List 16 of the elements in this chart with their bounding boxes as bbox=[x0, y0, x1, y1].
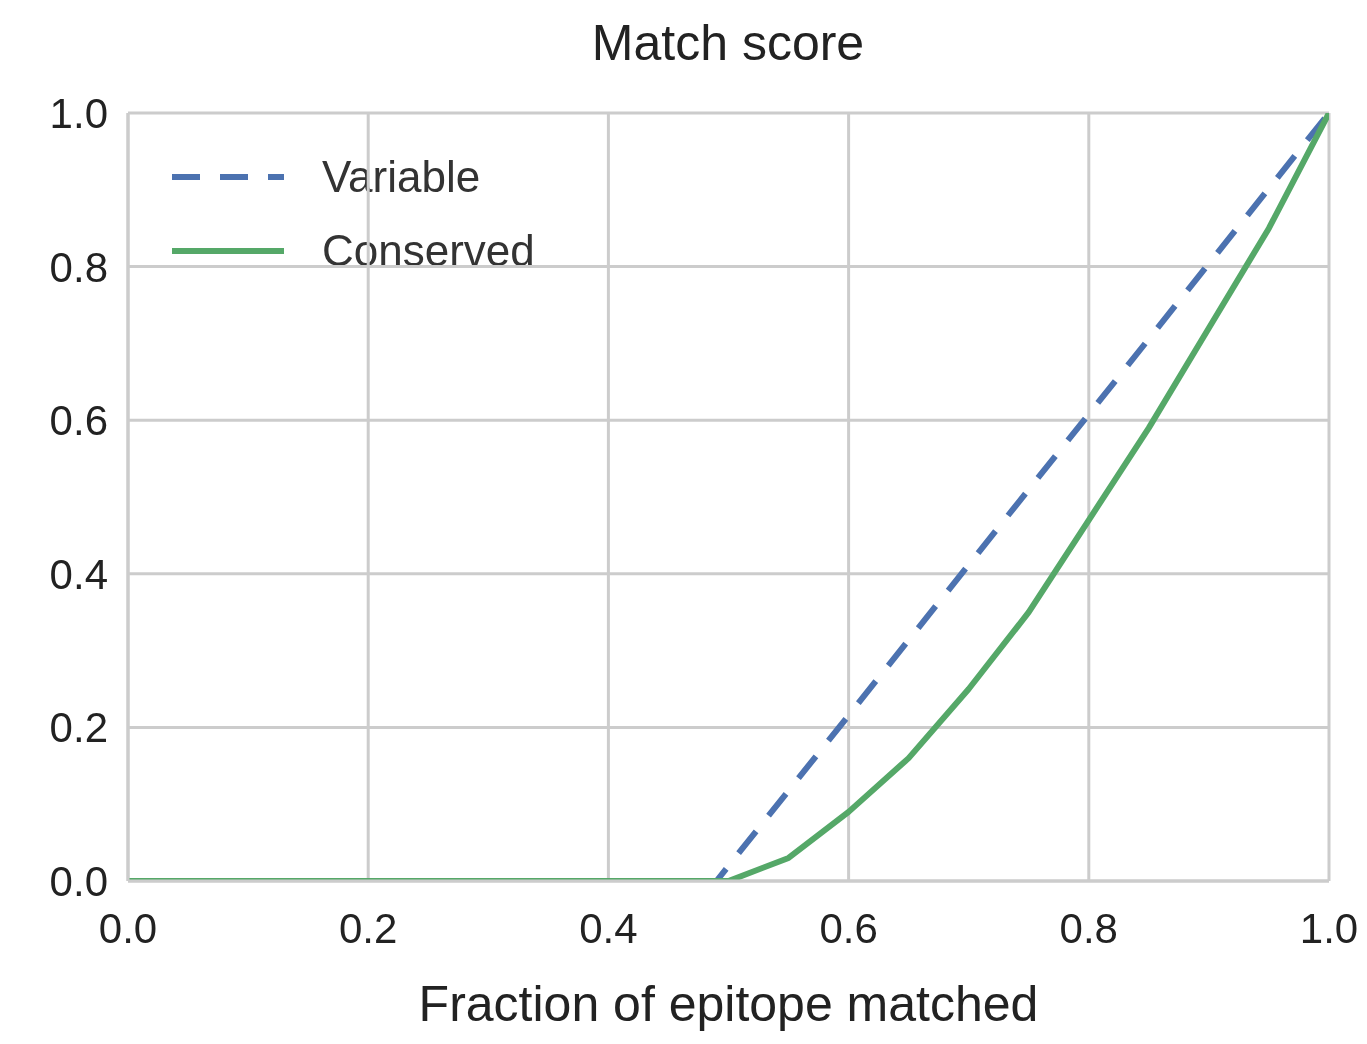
y-tick-label: 0.6 bbox=[49, 397, 108, 445]
chart-title: Match score bbox=[590, 14, 866, 73]
x-tick-label: 0.0 bbox=[98, 904, 158, 952]
y-tick-label: 0.0 bbox=[49, 857, 108, 905]
x-tick-label: 0.4 bbox=[579, 904, 638, 952]
x-tick-label: 0.6 bbox=[819, 904, 878, 952]
y-tick-label: 1.0 bbox=[49, 89, 108, 137]
legend-label: Variable bbox=[322, 152, 481, 202]
y-tick-label: 0.8 bbox=[49, 243, 108, 291]
legend-label: Conserved bbox=[322, 226, 535, 276]
y-tick-label: 0.2 bbox=[49, 704, 108, 752]
x-axis-title: Fraction of epitope matched bbox=[418, 976, 1039, 1032]
y-tick-label: 0.4 bbox=[49, 550, 108, 598]
x-tick-label: 1.0 bbox=[1299, 904, 1359, 952]
x-tick-label: 0.2 bbox=[339, 904, 398, 952]
x-tick-label: 0.8 bbox=[1059, 904, 1118, 952]
